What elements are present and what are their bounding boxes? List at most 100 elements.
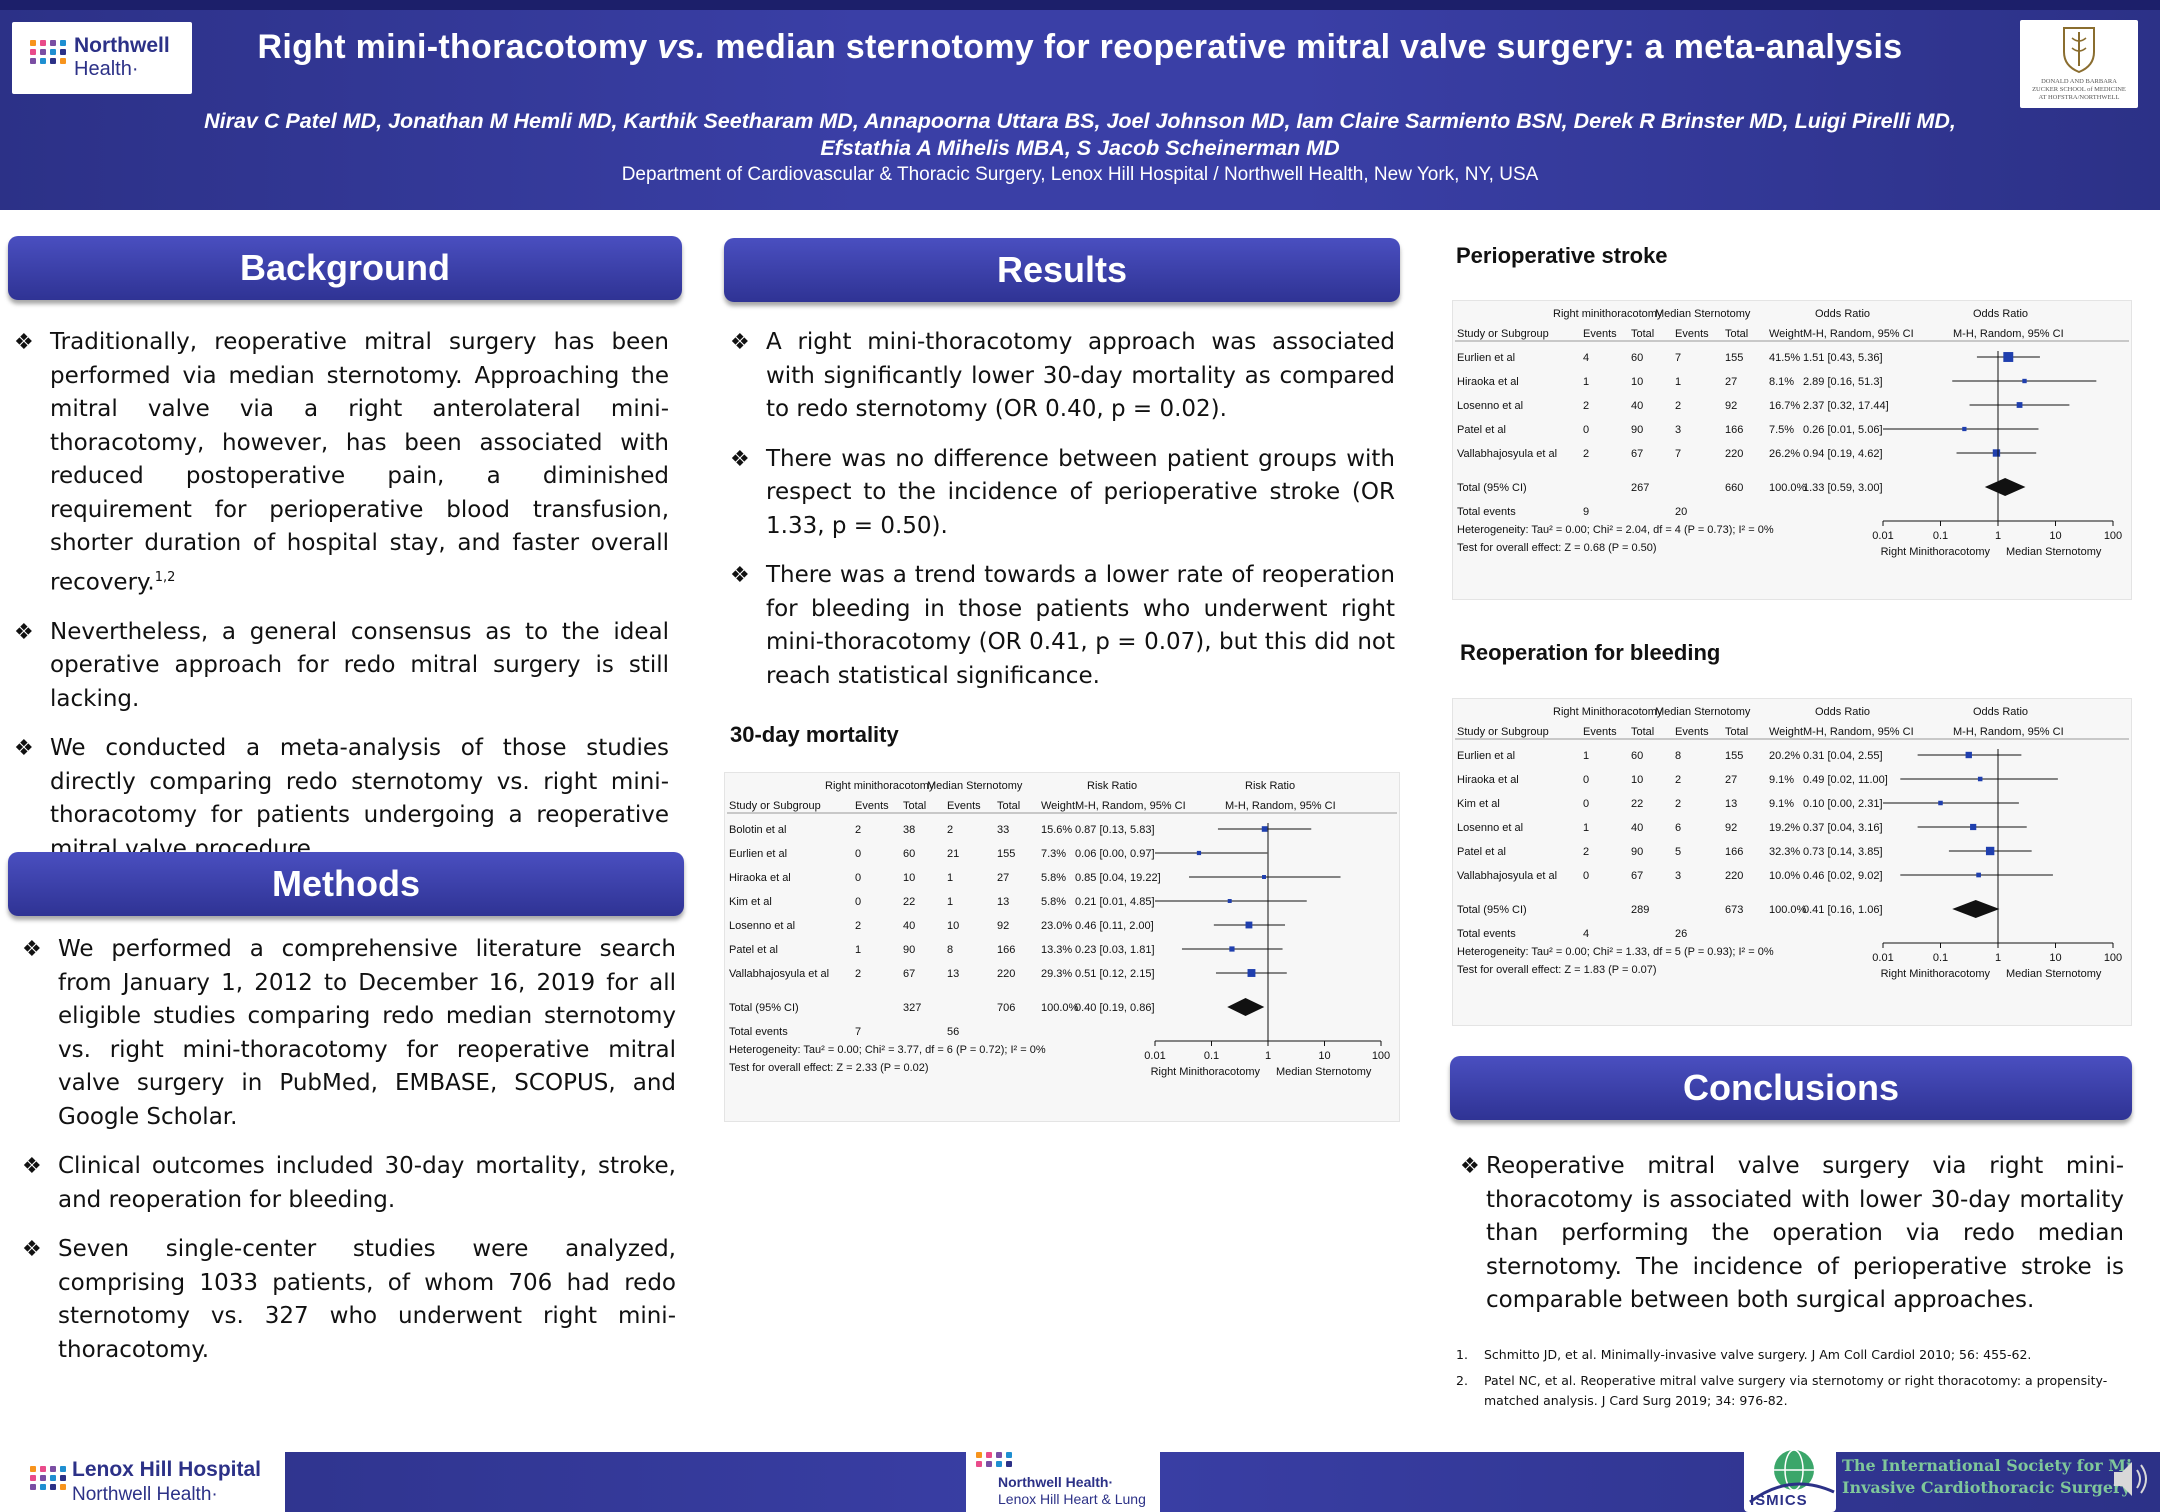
plot-measure-header: Odds Ratio	[1973, 308, 2028, 320]
study-total-1: 90	[1631, 424, 1643, 436]
summary-diamond	[1952, 900, 2000, 918]
x-axis-tick-label: 100	[2104, 530, 2122, 542]
study-name: Hiraoka et al	[729, 872, 791, 884]
study-ci-text: 0.51 [0.12, 2.15]	[1075, 968, 1155, 980]
total-n1: 267	[1631, 482, 1649, 494]
column-header: Study or Subgroup	[1457, 726, 1549, 738]
study-events-1: 0	[1583, 774, 1589, 786]
total-ci-text: 0.41 [0.16, 1.06]	[1803, 904, 1883, 916]
study-ci-text: 0.23 [0.03, 1.81]	[1075, 944, 1155, 956]
study-point	[1992, 449, 2001, 457]
poster-header: Northwell Health· Right mini-thoracotomy…	[0, 0, 2160, 210]
lenox-logo-line2: Northwell Health·	[72, 1484, 218, 1505]
total-events-label: Total events	[1457, 506, 1516, 518]
study-weight: 15.6%	[1041, 824, 1072, 836]
study-events-2: 1	[1675, 376, 1681, 388]
study-ci-text: 0.31 [0.04, 2.55]	[1803, 750, 1883, 762]
study-total-1: 10	[1631, 774, 1643, 786]
study-events-1: 1	[855, 944, 861, 956]
study-ci-text: 2.89 [0.16, 51.3]	[1803, 376, 1883, 388]
speaker-icon[interactable]	[2110, 1456, 2150, 1502]
heterogeneity-text: Heterogeneity: Tau² = 0.00; Chi² = 2.04,…	[1457, 524, 1774, 536]
summary-diamond	[1984, 478, 2026, 496]
ismics-logo: ISMICS	[1744, 1444, 1836, 1512]
study-events-2: 2	[947, 824, 953, 836]
caduceus-shield-icon	[2063, 27, 2095, 74]
study-events-2: 10	[947, 920, 959, 932]
group1-header: Right minithoracotomy	[825, 780, 935, 792]
study-total-1: 60	[903, 848, 915, 860]
diamond-bullet-icon: ❖	[730, 330, 750, 355]
northwell-logo: Northwell Health·	[12, 22, 192, 94]
plot-method-header: M-H, Random, 95% CI	[1953, 726, 2064, 738]
x-axis-right-label: Median Sternotomy	[2006, 968, 2102, 980]
study-events-1: 2	[1583, 448, 1589, 460]
northwell-dots-icon	[30, 40, 67, 64]
total-ci-text: 0.40 [0.19, 0.86]	[1075, 1002, 1155, 1014]
zucker-logo-line3: AT HOFSTRA/NORTHWELL	[2038, 94, 2120, 101]
diamond-bullet-icon: ❖	[22, 1154, 42, 1179]
study-total-2: 92	[1725, 400, 1737, 412]
study-total-2: 166	[1725, 424, 1743, 436]
x-axis-tick-label: 1	[1995, 530, 2001, 542]
total-events-label: Total events	[1457, 928, 1516, 940]
title-part-2: median sternotomy for reoperative mitral…	[705, 28, 1903, 66]
total-ci-text: 1.33 [0.59, 3.00]	[1803, 482, 1883, 494]
chart-title-bleeding: Reoperation for bleeding	[1460, 640, 1721, 665]
total-n2: 706	[997, 1002, 1015, 1014]
study-weight: 16.7%	[1769, 400, 1800, 412]
study-name: Patel et al	[1457, 424, 1506, 436]
total-events-2: 56	[947, 1026, 959, 1038]
northwell-logo-line1: Northwell	[74, 34, 170, 57]
conclusions-bullets: ❖ Reoperative mitral valve surgery via ri…	[1460, 1150, 2124, 1334]
ismics-line1: The International Society for Minimally	[1842, 1456, 2132, 1475]
methods-heading: Methods	[8, 852, 684, 916]
study-name: Hiraoka et al	[1457, 376, 1519, 388]
study-total-1: 40	[1631, 400, 1643, 412]
study-total-1: 67	[1631, 870, 1643, 882]
authors-line-2: Efstathia A Mihelis MBA, S Jacob Scheine…	[820, 136, 1340, 160]
study-point	[1938, 800, 1943, 806]
study-weight: 41.5%	[1769, 352, 1800, 364]
total-n2: 673	[1725, 904, 1743, 916]
x-axis-tick-label: 10	[2049, 530, 2061, 542]
background-heading: Background	[8, 236, 682, 300]
lenox-hill-logo: Lenox Hill Hospital Northwell Health·	[0, 1452, 285, 1512]
study-ci-text: 0.06 [0.00, 0.97]	[1075, 848, 1155, 860]
reference-1: 1. Schmitto JD, et al. Minimally-invasive…	[1456, 1347, 2032, 1362]
total-n1: 327	[903, 1002, 921, 1014]
study-point	[1245, 921, 1253, 929]
x-axis-tick-label: 10	[1318, 1050, 1330, 1062]
study-total-1: 38	[903, 824, 915, 836]
x-axis-tick-label: 0.1	[1933, 530, 1948, 542]
diamond-bullet-icon: ❖	[22, 1237, 42, 1262]
study-ci-text: 0.87 [0.13, 5.83]	[1075, 824, 1155, 836]
study-total-1: 40	[903, 920, 915, 932]
study-total-2: 220	[1725, 870, 1743, 882]
x-axis-right-label: Median Sternotomy	[2006, 546, 2102, 558]
study-total-2: 13	[997, 896, 1009, 908]
study-events-1: 2	[855, 920, 861, 932]
poster-authors: Nirav C Patel MD, Jonathan M Hemli MD, K…	[150, 108, 2010, 162]
diamond-bullet-icon: ❖	[14, 619, 34, 645]
zucker-logo-line1: DONALD AND BARBARA	[2041, 78, 2117, 85]
study-point	[1965, 751, 1972, 759]
column-header: Events	[1583, 328, 1617, 340]
study-ci-text: 0.10 [0.00, 2.31]	[1803, 798, 1883, 810]
study-events-1: 0	[1583, 870, 1589, 882]
study-total-2: 166	[1725, 846, 1743, 858]
poster-title: Right mini-thoracotomy vs. median sterno…	[200, 28, 1960, 67]
study-point	[1227, 899, 1232, 903]
column-header: Weight	[1041, 800, 1075, 812]
study-point	[2016, 402, 2023, 408]
study-point	[1970, 823, 1977, 831]
x-axis-tick-label: 0.1	[1204, 1050, 1219, 1062]
study-total-2: 220	[1725, 448, 1743, 460]
column-header: Study or Subgroup	[1457, 328, 1549, 340]
total-events-1: 4	[1583, 928, 1589, 940]
study-events-1: 4	[1583, 352, 1589, 364]
total-weight: 100.0%	[1769, 904, 1807, 916]
study-name: Hiraoka et al	[1457, 774, 1519, 786]
column-header: Total	[1631, 726, 1654, 738]
